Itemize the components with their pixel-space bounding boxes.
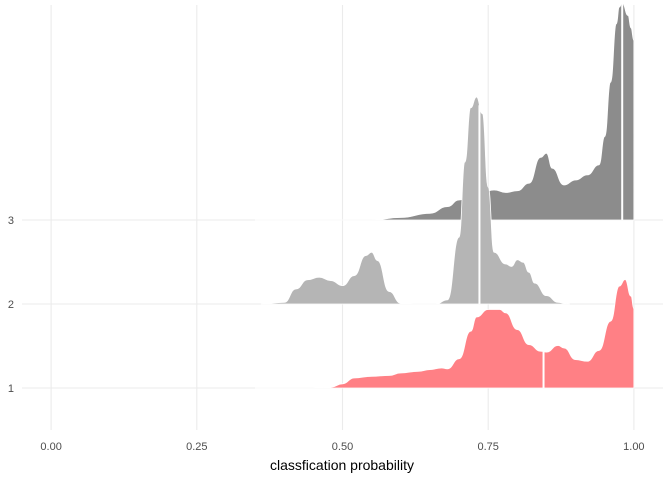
x-tick-label: 0.75: [477, 441, 498, 453]
ridges: [255, 2, 635, 389]
ridge-2: [260, 96, 570, 305]
ridge-area-1: [255, 279, 635, 389]
y-axis-ticks: 1 2 3: [8, 215, 14, 395]
x-tick-label: 1.00: [623, 441, 644, 453]
y-tick-label: 2: [8, 299, 14, 311]
x-tick-label: 0.50: [332, 441, 353, 453]
ridge-area-2: [260, 96, 570, 305]
x-tick-label: 0.00: [40, 441, 61, 453]
x-tick-label: 0.25: [186, 441, 207, 453]
x-axis-title: classfication probability: [270, 457, 414, 473]
x-axis-ticks: 0.00 0.25 0.50 0.75 1.00: [40, 441, 644, 453]
ridge-1: [255, 279, 635, 389]
y-tick-label: 1: [8, 383, 14, 395]
ridge-area-3: [255, 2, 635, 221]
y-tick-label: 3: [8, 215, 14, 227]
ridge-3: [255, 2, 635, 221]
